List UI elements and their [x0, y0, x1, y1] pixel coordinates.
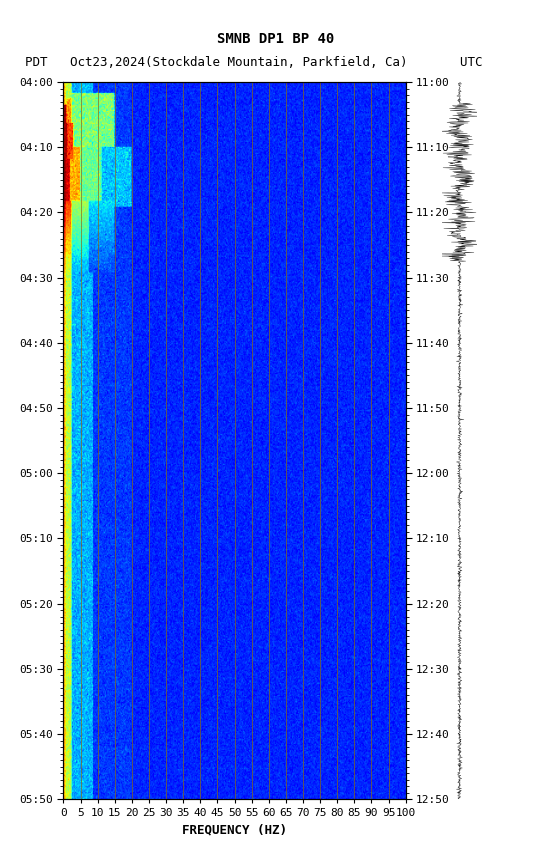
Text: SMNB DP1 BP 40: SMNB DP1 BP 40 [217, 32, 335, 46]
Text: PDT   Oct23,2024(Stockdale Mountain, Parkfield, Ca)       UTC: PDT Oct23,2024(Stockdale Mountain, Parkf… [25, 55, 482, 69]
X-axis label: FREQUENCY (HZ): FREQUENCY (HZ) [182, 823, 287, 836]
